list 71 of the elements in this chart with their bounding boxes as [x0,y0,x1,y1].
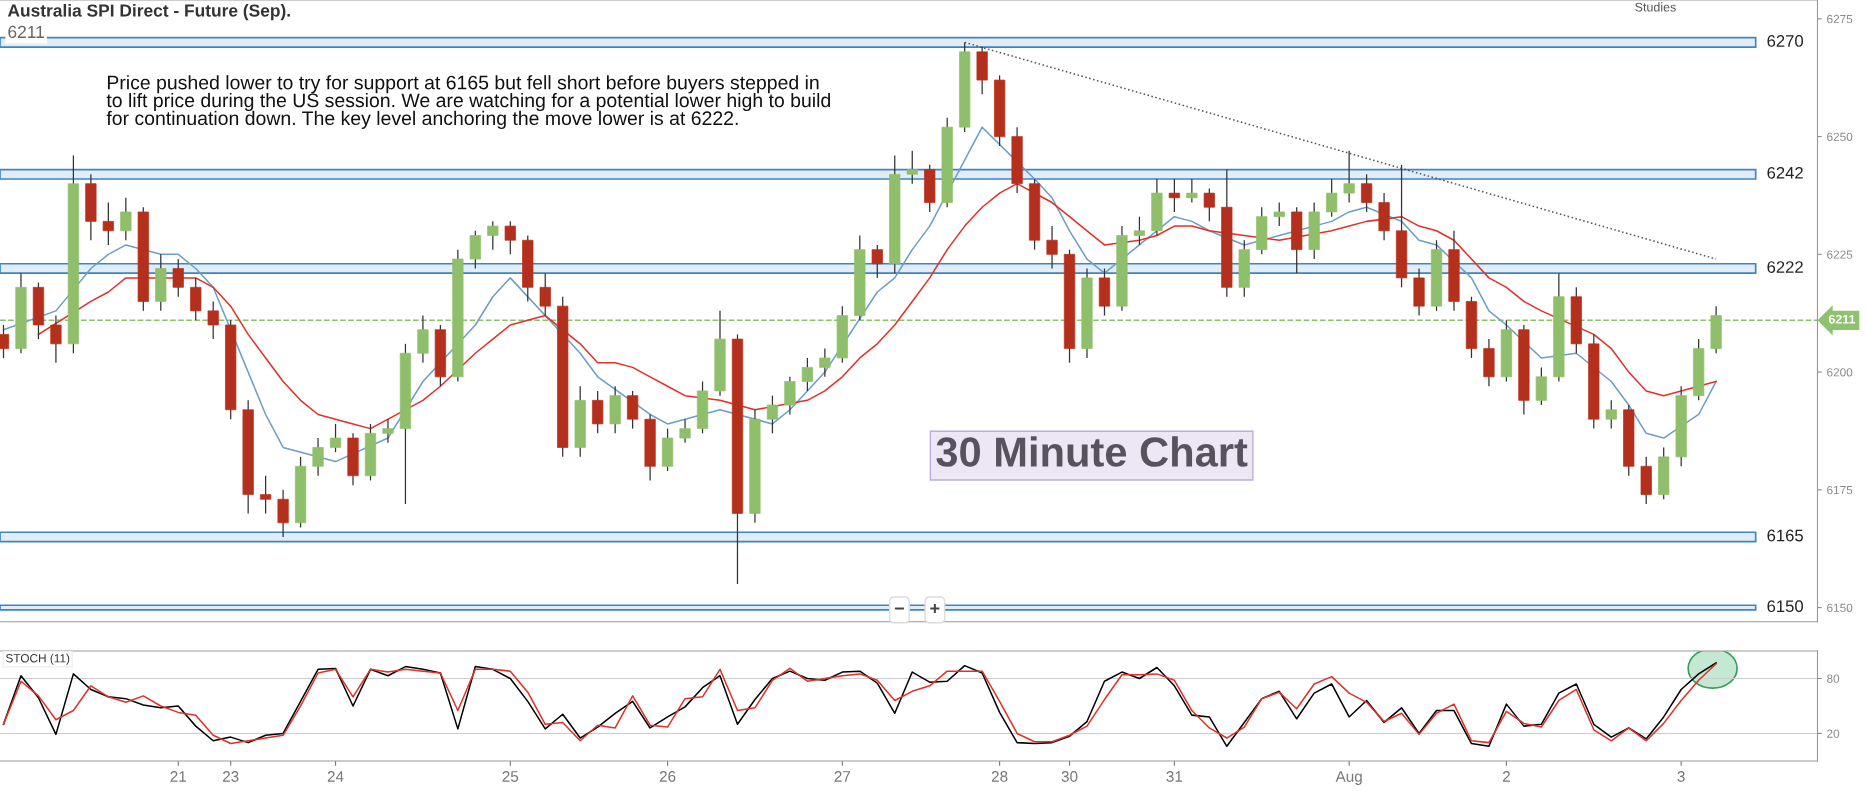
chart-title: Australia SPI Direct - Future (Sep). [7,3,290,21]
candlestick [469,230,481,270]
candlestick [1273,201,1285,227]
annotation: − [894,607,904,610]
line-series [37,182,1717,430]
candlestick [871,244,883,279]
y-tick-label: 80 [1827,674,1840,683]
x-tick-label: 27 [834,771,851,782]
candlestick [1361,173,1373,213]
candlestick [801,357,813,392]
y-tick-label: 6225 [1827,250,1853,259]
candlestick [190,277,202,321]
candlestick [504,220,516,255]
band-label: 6165 [1767,529,1803,542]
candlestick [487,220,499,251]
candlestick [0,324,10,359]
candlestick [260,475,272,515]
candlestick [819,347,831,378]
candlestick [766,395,779,434]
candlestick [312,437,324,477]
candlestick [539,272,551,317]
candlestick [207,300,219,340]
x-tick-label: 23 [222,771,239,782]
candlestick [1186,178,1198,204]
candlestick [1168,178,1180,213]
candlestick [50,314,62,364]
candlestick [102,201,114,246]
text: 6211 [8,25,44,39]
ref-line-label: 6211 [1828,314,1856,324]
candlestick [1535,366,1547,406]
y-tick-label: 6275 [1827,14,1853,24]
candlestick [1343,150,1355,204]
candlestick [120,197,132,241]
chart-title: STOCH (11) [5,653,70,665]
band-label: 6242 [1767,166,1803,179]
candlestick [172,258,184,298]
y-tick-label: 6250 [1827,132,1853,141]
x-tick-label: 2 [1502,771,1510,782]
candlestick [382,418,394,444]
band-label: 6150 [1767,600,1804,613]
candlestick [906,150,918,185]
candlestick [329,423,342,453]
annotation: Studies [1635,2,1676,12]
annotation: 30 Minute Chart [936,436,1248,467]
candlestick [679,418,691,444]
candlestick [1133,216,1146,246]
x-tick-label: 30 [1061,771,1078,782]
x-tick-label: 31 [1166,771,1183,782]
x-tick-label: 24 [327,771,344,782]
x-tick-label: 3 [1677,771,1685,782]
y-tick-label: 20 [1827,729,1840,738]
candlestick [1605,399,1617,430]
candlestick [277,489,289,538]
y-tick-label: 6200 [1827,368,1853,377]
candlestick [1203,187,1215,222]
y-tick-label: 6175 [1827,485,1853,495]
band-label: 6222 [1767,261,1803,273]
annotation: + [930,603,940,614]
candlestick [1046,225,1058,270]
band-label: 6270 [1767,35,1804,47]
candlestick [627,390,639,430]
x-tick-label: Aug [1335,771,1362,785]
annotation: Price pushed lower to try for support at 6165 but fell short before buyers stepped in to lift price during the US session. We are watching for a potential lower high to build for continuation down. The key level anchoring the move lower is at 6222. [106,75,830,129]
candlestick [784,376,796,416]
x-tick-label: 28 [991,771,1008,782]
x-tick-label: 25 [502,771,519,782]
candlestick [1326,178,1338,218]
x-tick-label: 26 [659,771,676,782]
x-tick-label: 21 [170,771,187,782]
candlestick [592,390,604,434]
y-tick-label: 6150 [1827,603,1853,612]
